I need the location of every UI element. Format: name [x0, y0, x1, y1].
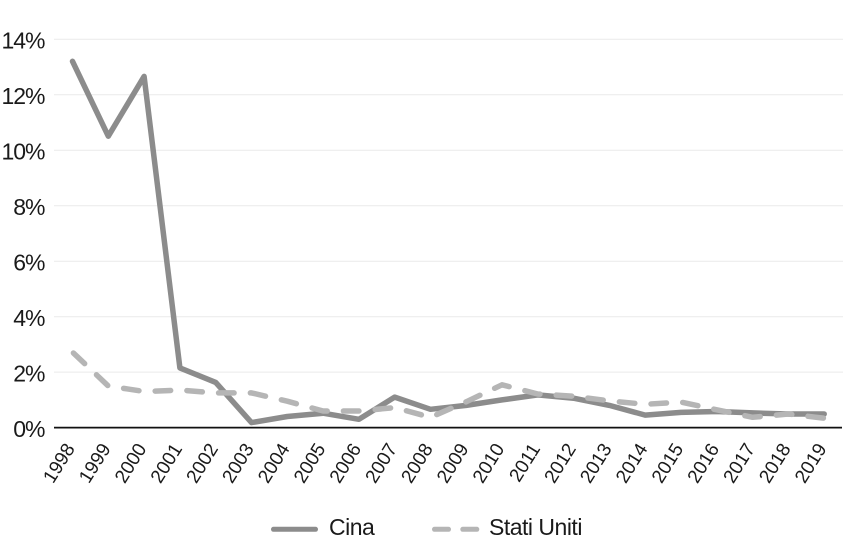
svg-text:2%: 2%	[13, 361, 45, 387]
svg-text:Stati Uniti: Stati Uniti	[489, 514, 582, 540]
svg-text:14%: 14%	[1, 28, 45, 54]
svg-text:Cina: Cina	[329, 514, 375, 540]
svg-text:4%: 4%	[13, 305, 45, 331]
svg-text:10%: 10%	[1, 139, 45, 165]
svg-text:8%: 8%	[13, 194, 45, 220]
svg-text:12%: 12%	[1, 83, 45, 109]
svg-text:6%: 6%	[13, 250, 45, 276]
svg-text:0%: 0%	[13, 416, 45, 442]
